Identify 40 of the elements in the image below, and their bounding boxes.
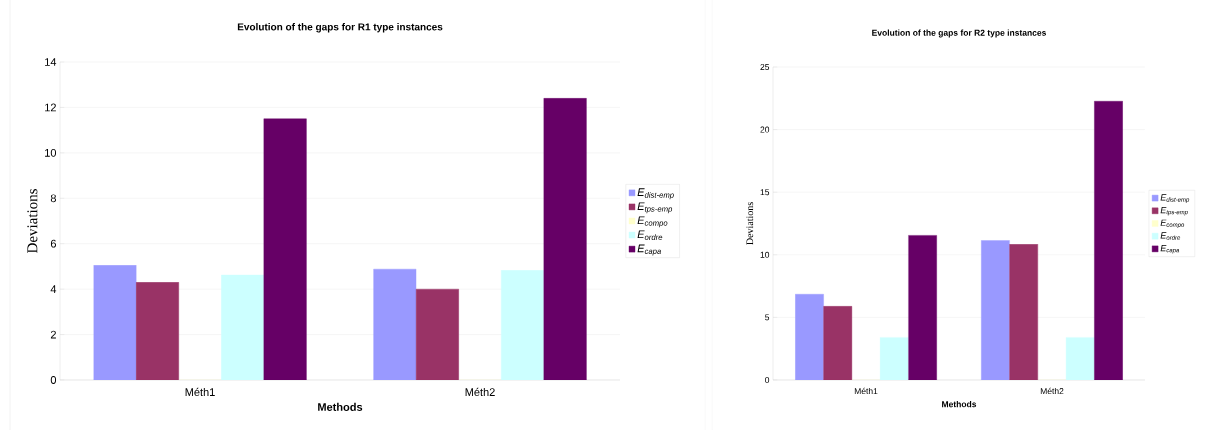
y-tick-label: 10 bbox=[760, 251, 770, 258]
y-tick-label: 8 bbox=[50, 194, 56, 203]
legend-label: E$_{dist-emp}$ bbox=[637, 188, 674, 200]
bar bbox=[543, 98, 587, 380]
y-tick-label: 15 bbox=[760, 189, 770, 196]
legend-label: E$_{tps-emp}$ bbox=[637, 202, 673, 214]
y-tick-label: 4 bbox=[50, 285, 57, 293]
bar bbox=[93, 265, 137, 380]
bar bbox=[135, 282, 179, 380]
x-tick-label: Méth1 bbox=[185, 387, 215, 396]
legend-label: E$_{compo}$ bbox=[1160, 219, 1185, 229]
y-tick-label: 0 bbox=[765, 376, 770, 383]
y-tick-label: 2 bbox=[50, 330, 56, 339]
legend-label: E$_{dist-emp}$ bbox=[1160, 194, 1190, 203]
x-tick-label: Méth1 bbox=[854, 387, 878, 395]
x-tick-label: Méth2 bbox=[465, 387, 495, 396]
legend-label: E$_{tps-emp}$ bbox=[1160, 206, 1188, 216]
legend-label: E$_{compo}$ bbox=[637, 216, 668, 228]
legend-label: E$_{ordre}$ bbox=[1160, 232, 1181, 240]
y-tick-label: 12 bbox=[45, 103, 56, 112]
y-tick-label: 14 bbox=[45, 58, 57, 66]
chart-title: Evolution of the gaps for R1 type instances bbox=[237, 23, 443, 33]
y-tick-label: 6 bbox=[50, 239, 56, 248]
y-axis-title: Deviations bbox=[746, 202, 754, 245]
y-axis-title: Deviations bbox=[27, 189, 38, 254]
bar bbox=[415, 288, 459, 380]
chart-title: Evolution of the gaps for R2 type instances bbox=[872, 29, 1047, 38]
y-tick-label: 20 bbox=[760, 126, 770, 133]
legend-label: E$_{capa}$ bbox=[1160, 245, 1180, 254]
y-tick-label: 5 bbox=[765, 314, 770, 321]
x-tick-label: Méth2 bbox=[1040, 387, 1064, 395]
bar bbox=[263, 118, 307, 380]
bar bbox=[373, 268, 417, 380]
legend-label: E$_{capa}$ bbox=[637, 244, 661, 256]
y-tick-label: 25 bbox=[760, 63, 770, 70]
y-tick-label: 10 bbox=[45, 148, 57, 157]
legend-label: E$_{ordre}$ bbox=[637, 230, 663, 240]
y-tick-label: 0 bbox=[50, 376, 57, 384]
x-axis-title: Methods bbox=[318, 402, 363, 411]
x-axis-title: Methods bbox=[942, 400, 977, 408]
